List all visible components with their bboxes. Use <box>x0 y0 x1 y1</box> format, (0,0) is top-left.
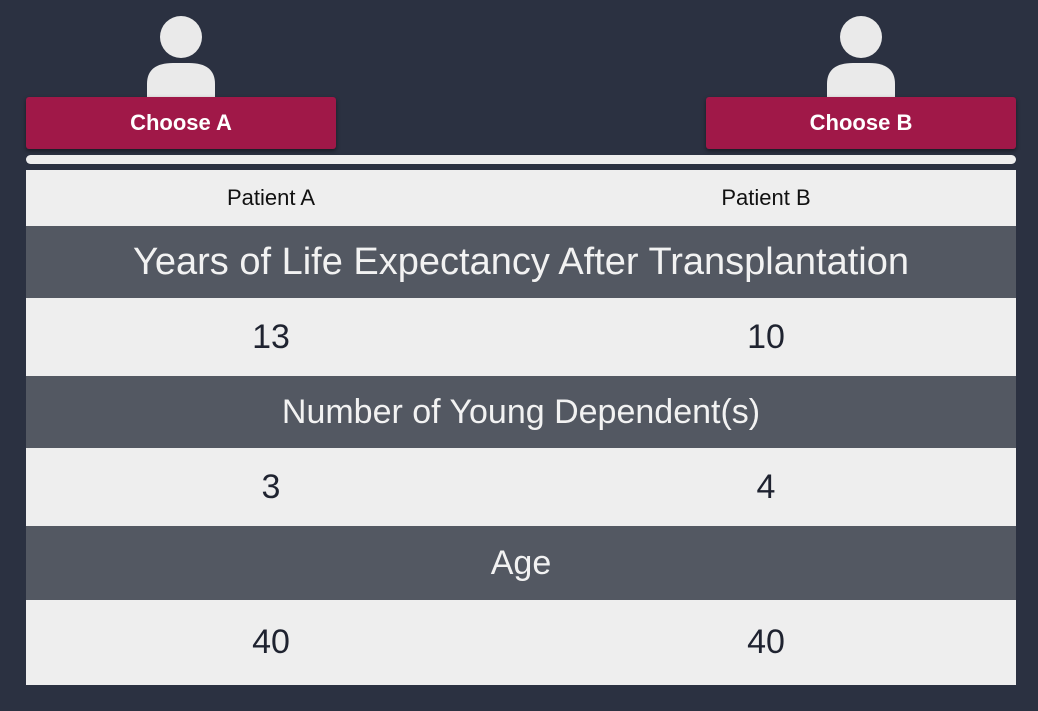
category-age: Age <box>26 526 1016 600</box>
patient-b-value: 10 <box>747 317 785 356</box>
patient-a-value: 40 <box>252 623 290 661</box>
table-row: 40 40 <box>26 600 1016 685</box>
choose-b-button[interactable]: Choose B <box>706 97 1016 149</box>
header-patient-b: Patient B <box>721 185 811 210</box>
patient-a-person-icon <box>147 16 215 98</box>
table-header-row: Patient A Patient B <box>26 170 1016 226</box>
table-row: 3 4 <box>26 448 1016 526</box>
patient-a-value: 3 <box>261 467 281 506</box>
choose-a-button[interactable]: Choose A <box>26 97 336 149</box>
category-life-expectancy: Years of Life Expectancy After Transplan… <box>26 226 1016 298</box>
patient-a-value: 13 <box>252 317 290 356</box>
header-patient-a: Patient A <box>226 185 316 210</box>
patient-b-person-icon <box>827 16 895 98</box>
comparison-table: Patient A Patient B Years of Life Expect… <box>26 170 1016 685</box>
category-young-dependents: Number of Young Dependent(s) <box>26 376 1016 448</box>
patient-b-value: 40 <box>747 623 785 661</box>
patient-b-value: 4 <box>756 467 776 506</box>
divider <box>26 155 1016 164</box>
table-row: 13 10 <box>26 298 1016 376</box>
